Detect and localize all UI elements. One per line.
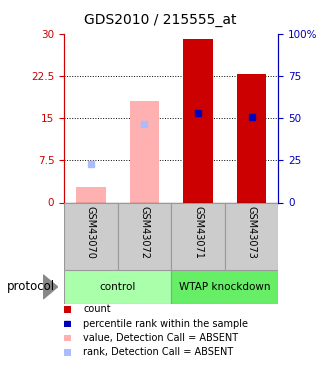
Bar xyxy=(237,74,266,202)
Text: GSM43070: GSM43070 xyxy=(86,206,96,259)
Text: GSM43073: GSM43073 xyxy=(247,206,257,259)
Bar xyxy=(118,202,171,270)
Text: percentile rank within the sample: percentile rank within the sample xyxy=(83,319,248,328)
Text: protocol: protocol xyxy=(6,280,54,293)
Bar xyxy=(130,101,159,202)
Text: count: count xyxy=(83,304,111,314)
Text: control: control xyxy=(100,282,136,292)
Text: rank, Detection Call = ABSENT: rank, Detection Call = ABSENT xyxy=(83,347,234,357)
Text: GSM43071: GSM43071 xyxy=(193,206,203,259)
Text: value, Detection Call = ABSENT: value, Detection Call = ABSENT xyxy=(83,333,238,343)
Bar xyxy=(64,202,118,270)
Bar xyxy=(76,187,106,202)
Bar xyxy=(171,202,225,270)
Text: GDS2010 / 215555_at: GDS2010 / 215555_at xyxy=(84,13,236,27)
Text: GSM43072: GSM43072 xyxy=(140,206,149,259)
Bar xyxy=(64,270,171,304)
Bar xyxy=(225,202,278,270)
Bar xyxy=(171,270,278,304)
Polygon shape xyxy=(43,275,58,299)
Bar xyxy=(183,39,213,203)
Text: WTAP knockdown: WTAP knockdown xyxy=(179,282,270,292)
